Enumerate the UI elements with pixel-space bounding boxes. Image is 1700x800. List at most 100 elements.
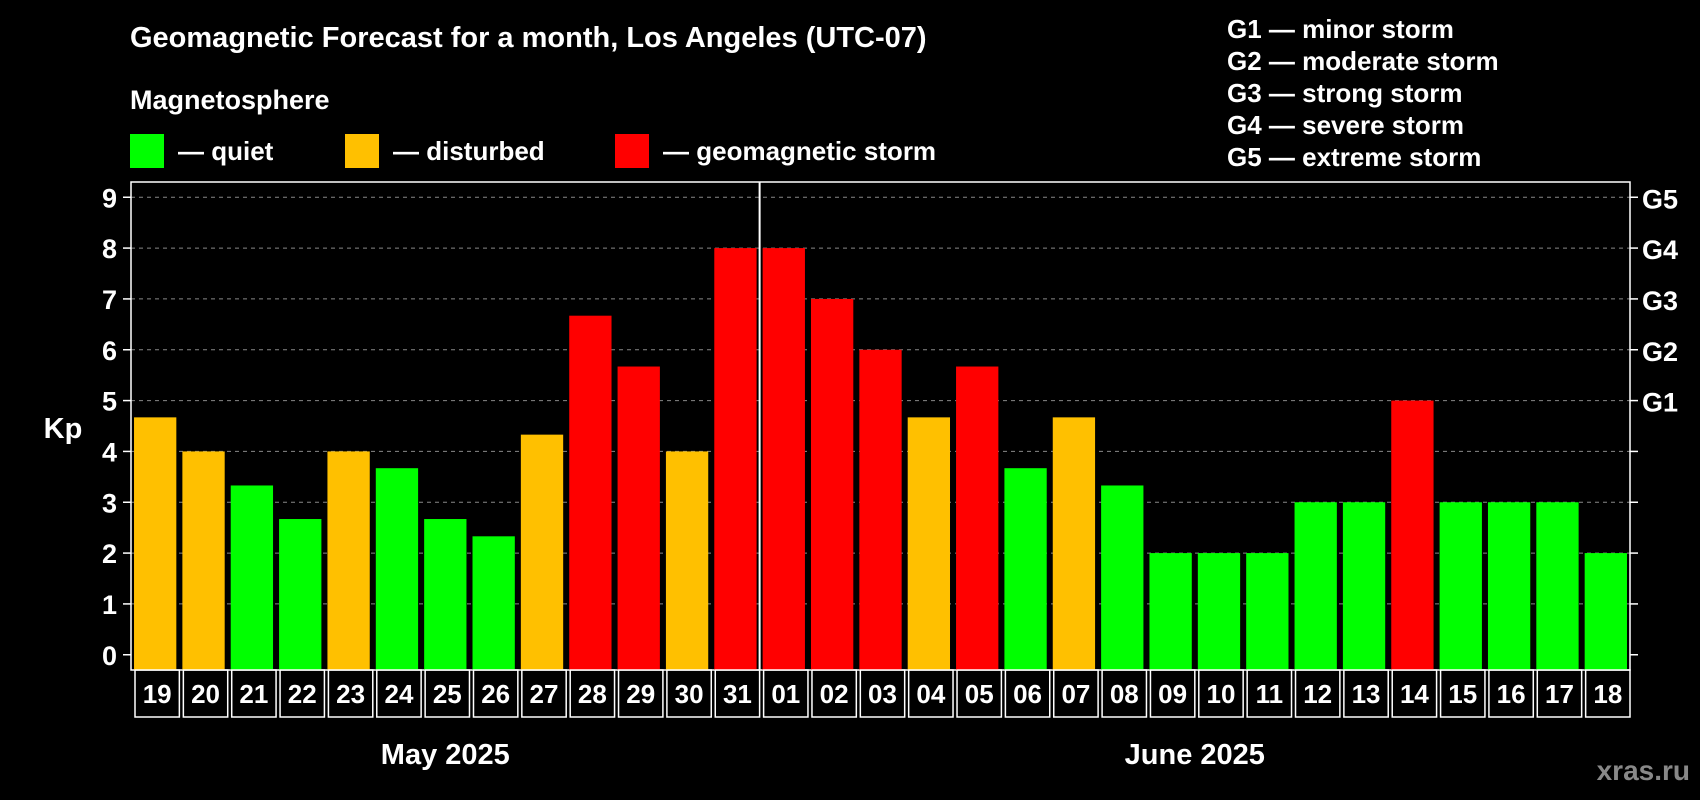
- legend-swatch-disturbed: [345, 134, 379, 168]
- day-label-cell: [521, 669, 567, 718]
- y-tick-label: 9: [102, 183, 117, 213]
- kp-bar: [472, 536, 515, 670]
- x-tick-label: 06: [1013, 679, 1042, 709]
- x-tick-label: 20: [191, 679, 220, 709]
- x-tick-label: 02: [820, 679, 849, 709]
- kp-bar: [810, 298, 854, 670]
- day-label-cell: [472, 669, 519, 718]
- kp-bar: [1197, 553, 1241, 670]
- day-label-cell: [859, 669, 906, 718]
- kp-bar: [1439, 502, 1482, 670]
- legend-label-quiet: — quiet: [178, 135, 274, 166]
- x-tick-label: 30: [675, 679, 704, 709]
- right-axis-label: G1: [1642, 388, 1678, 418]
- day-label-cell: [1536, 669, 1583, 718]
- day-label-cell: [279, 669, 326, 718]
- x-tick-label: 07: [1061, 679, 1090, 709]
- day-label-cell: [811, 669, 858, 718]
- x-tick-label: 15: [1448, 679, 1477, 709]
- kp-bar: [375, 468, 419, 670]
- y-tick-label: 8: [102, 234, 117, 264]
- x-tick-label: 31: [723, 679, 752, 709]
- x-tick-label: 18: [1593, 679, 1622, 709]
- kp-bar: [1246, 553, 1289, 670]
- day-label-cell: [376, 669, 422, 718]
- kp-bar: [762, 248, 805, 671]
- month-label: June 2025: [1125, 739, 1265, 771]
- kp-bar: [1342, 502, 1386, 670]
- day-label-cell: [1198, 669, 1244, 718]
- y-tick-label: 6: [102, 336, 117, 366]
- day-label-cell: [1391, 669, 1438, 718]
- x-tick-label: 21: [239, 679, 268, 709]
- kp-bar: [424, 519, 467, 670]
- y-tick-label: 1: [102, 590, 117, 620]
- x-tick-label: 22: [288, 679, 317, 709]
- x-tick-label: 23: [336, 679, 365, 709]
- day-label-cell: [714, 669, 761, 718]
- kp-bar: [714, 248, 757, 671]
- day-label-cell: [1149, 669, 1196, 718]
- day-label-cell: [907, 669, 954, 718]
- x-tick-label: 29: [626, 679, 655, 709]
- x-tick-label: 11: [1256, 679, 1284, 709]
- x-tick-label: 04: [916, 679, 945, 709]
- kp-bar: [1052, 417, 1096, 670]
- legend-heading: Magnetosphere: [130, 85, 330, 115]
- x-tick-label: 27: [530, 679, 559, 709]
- right-axis-label: G5: [1642, 184, 1678, 214]
- right-axis-label: G4: [1642, 235, 1678, 265]
- day-label-cell: [327, 669, 374, 718]
- storm-level-g4: G4 — severe storm: [1227, 110, 1465, 140]
- day-label-cell: [182, 669, 229, 718]
- x-tick-label: 05: [965, 679, 994, 709]
- x-tick-label: 10: [1207, 679, 1236, 709]
- day-label-cell: [1488, 669, 1535, 718]
- kp-bar: [859, 349, 902, 670]
- right-axis-label: G3: [1642, 286, 1678, 316]
- x-tick-label: 09: [1158, 679, 1187, 709]
- storm-level-key: G1 — minor storm G2 — moderate storm G3 …: [1227, 13, 1499, 173]
- kp-bar: [1584, 553, 1627, 670]
- day-label-cell: [1052, 669, 1099, 718]
- kp-bar: [134, 417, 177, 670]
- kp-bar: [1487, 502, 1531, 670]
- y-tick-label: 5: [102, 387, 117, 417]
- legend-label-storm: — geomagnetic storm: [663, 135, 937, 166]
- x-tick-label: 26: [481, 679, 510, 709]
- day-label-cell: [1584, 669, 1631, 718]
- y-tick-label: 2: [102, 539, 117, 569]
- kp-bar: [182, 451, 225, 670]
- x-tick-label: 13: [1352, 679, 1381, 709]
- x-tick-label: 25: [433, 679, 462, 709]
- kp-bar: [665, 451, 709, 670]
- storm-level-g1: G1 — minor storm: [1227, 14, 1454, 44]
- watermark: xras.ru: [1596, 755, 1690, 786]
- kp-bar: [230, 485, 274, 670]
- right-axis-label: G2: [1642, 337, 1678, 367]
- day-label-cell: [666, 669, 713, 718]
- kp-bar: [956, 366, 999, 670]
- kp-bar: [907, 417, 951, 670]
- kp-bar: [279, 519, 322, 670]
- kp-bar: [1149, 553, 1192, 670]
- y-tick-label: 3: [102, 488, 117, 518]
- x-tick-label: 01: [771, 679, 800, 709]
- x-tick-label: 24: [384, 679, 413, 709]
- kp-bar: [569, 315, 612, 670]
- day-label-cell: [134, 669, 181, 718]
- kp-bar: [1004, 468, 1047, 670]
- x-tick-label: 19: [143, 679, 172, 709]
- day-label-cell: [1343, 669, 1389, 718]
- x-tick-label: 12: [1303, 679, 1332, 709]
- storm-level-g5: G5 — extreme storm: [1227, 142, 1482, 172]
- y-axis-label: Kp: [44, 413, 83, 445]
- day-label-cell: [1439, 669, 1486, 718]
- day-label-cell: [230, 669, 277, 718]
- legend-item-quiet: — quiet: [130, 134, 273, 168]
- kp-bar: [1391, 400, 1434, 670]
- y-tick-label: 0: [102, 641, 117, 671]
- x-tick-label: 14: [1400, 679, 1429, 709]
- legend-item-disturbed: — disturbed: [345, 134, 545, 168]
